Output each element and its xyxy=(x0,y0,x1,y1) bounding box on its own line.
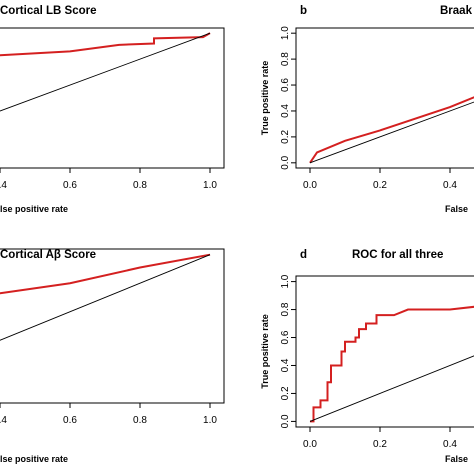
x-tick-label: 0.2 xyxy=(373,439,387,450)
y-tick-label: 0.0 xyxy=(280,155,291,169)
y-tick-label: 0.8 xyxy=(280,52,291,66)
x-tick-label: 0.4 xyxy=(0,415,7,426)
chart-title: Cortical Aβ Score xyxy=(0,249,96,261)
x-tick-label: 0.4 xyxy=(443,439,457,450)
y-tick-label: 0.0 xyxy=(280,414,291,428)
y-tick-label: 1.0 xyxy=(280,274,291,288)
roc-curve xyxy=(0,253,211,295)
plot-area xyxy=(0,32,211,112)
x-tick-label: 0.4 xyxy=(443,180,457,191)
reference-line xyxy=(309,101,474,164)
x-axis-label: False xyxy=(445,454,468,464)
plot-box xyxy=(295,275,474,428)
y-tick-label: 0.2 xyxy=(280,386,291,400)
roc-curve xyxy=(310,305,474,423)
x-axis-label: lse positive rate xyxy=(0,204,68,214)
panel-letter: d xyxy=(300,249,307,261)
x-tick-label: 0.2 xyxy=(373,180,387,191)
roc-curve xyxy=(309,96,474,164)
y-tick-label: 1.0 xyxy=(280,26,291,40)
x-axis-label: lse positive rate xyxy=(0,454,68,464)
x-tick-label: 0.6 xyxy=(63,415,77,426)
plot-box xyxy=(0,27,225,169)
y-tick-label: 0.6 xyxy=(280,78,291,92)
plot-area xyxy=(309,305,474,423)
x-axis-label: False xyxy=(445,204,468,214)
y-axis-label: True positive rate xyxy=(260,314,270,389)
y-axis-label: True positive rate xyxy=(260,61,270,136)
chart-title: ROC for all three xyxy=(352,249,443,261)
x-tick-label: 0.6 xyxy=(63,180,77,191)
x-tick-label: 0.8 xyxy=(133,415,147,426)
plot-area xyxy=(0,253,211,341)
panel-letter: b xyxy=(300,5,307,17)
reference-line xyxy=(309,355,474,422)
plot-box xyxy=(0,248,225,404)
x-tick-label: 0.8 xyxy=(133,180,147,191)
chart-title: Braak xyxy=(440,5,473,17)
y-tick-label: 0.6 xyxy=(280,330,291,344)
y-tick-label: 0.2 xyxy=(280,130,291,144)
x-tick-label: 0.4 xyxy=(0,180,7,191)
x-tick-label: 1.0 xyxy=(203,180,217,191)
plot-box xyxy=(295,27,474,169)
y-tick-label: 0.4 xyxy=(280,104,291,118)
reference-line xyxy=(0,32,211,112)
x-tick-label: 0.0 xyxy=(303,439,317,450)
y-tick-label: 0.4 xyxy=(280,358,291,372)
chart-title: Cortical LB Score xyxy=(0,5,97,17)
roc-curve xyxy=(0,32,211,57)
reference-line xyxy=(0,254,211,341)
y-tick-label: 0.8 xyxy=(280,302,291,316)
x-tick-label: 0.0 xyxy=(303,180,317,191)
plot-area xyxy=(309,96,474,164)
x-tick-label: 1.0 xyxy=(203,415,217,426)
